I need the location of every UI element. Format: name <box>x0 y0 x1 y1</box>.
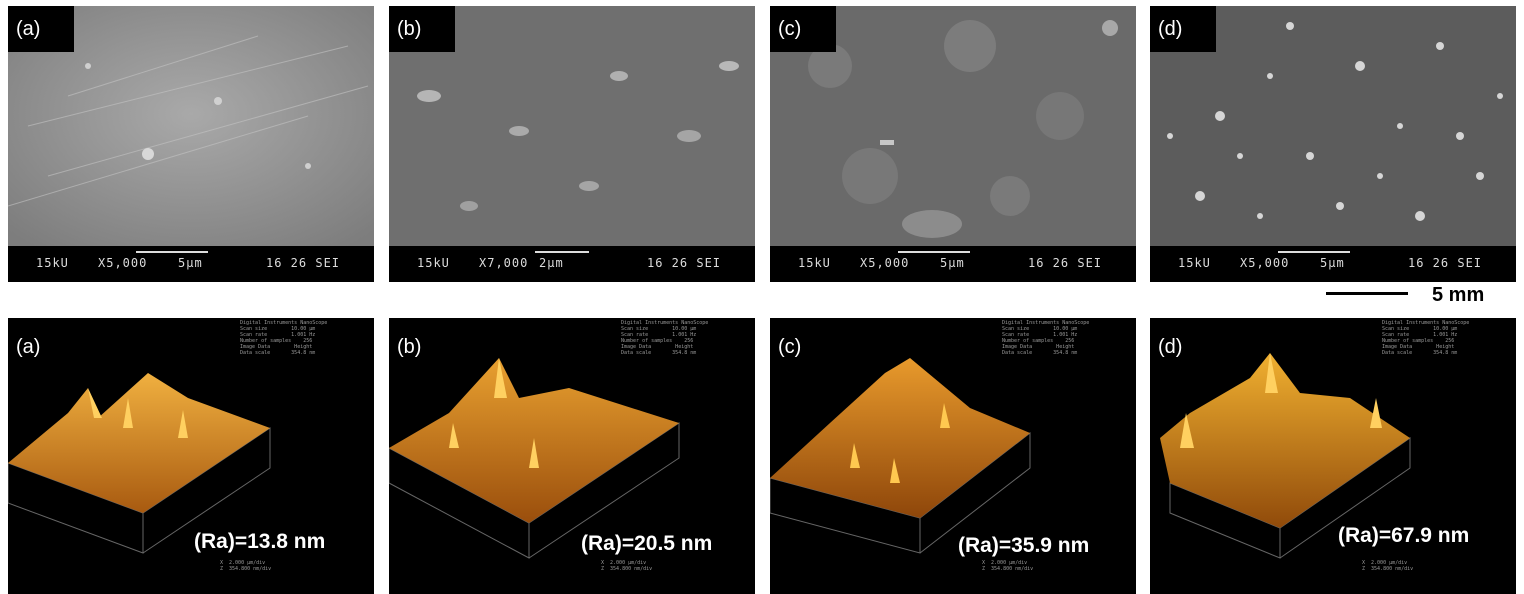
afm-scan-metadata: Digital Instruments NanoScope Scan size … <box>621 320 709 356</box>
afm-panel-d: (d) Digital Instruments NanoScope Scan s… <box>1150 318 1516 594</box>
afm-axis-scale: X 2.000 µm/div Z 354.800 nm/div <box>601 560 653 572</box>
afm-panel-label: (b) <box>389 324 455 370</box>
roughness-value: (Ra)=67.9 nm <box>1338 524 1470 547</box>
afm-scan-metadata: Digital Instruments NanoScope Scan size … <box>1382 320 1470 356</box>
sem-scale-label: 5µm <box>178 256 203 270</box>
sem-voltage: 15kU <box>417 256 450 270</box>
afm-panel-label: (d) <box>1150 324 1216 370</box>
sem-scale-line <box>136 251 208 253</box>
sem-panel-label: (d) <box>1150 6 1216 52</box>
sem-image-id: 16 26 SEI <box>1408 256 1483 270</box>
sem-scale-label: 5µm <box>1320 256 1345 270</box>
afm-axis-scale: X 2.000 µm/div Z 354.800 nm/div <box>982 560 1034 572</box>
scale-bar-line <box>1326 292 1408 295</box>
sem-scale-line <box>535 251 589 253</box>
afm-scan-metadata: Digital Instruments NanoScope Scan size … <box>1002 320 1090 356</box>
sem-scale-line <box>898 251 970 253</box>
afm-panel-label: (c) <box>770 324 836 370</box>
sem-panel-a: (a) 15kU X5,000 5µm 16 26 SEI <box>8 6 374 282</box>
sem-panel-label: (a) <box>8 6 74 52</box>
sem-image-id: 16 26 SEI <box>266 256 341 270</box>
sem-voltage: 15kU <box>1178 256 1211 270</box>
sem-image-id: 16 26 SEI <box>1028 256 1103 270</box>
sem-magnification: X5,000 <box>860 256 910 270</box>
sem-scale-line <box>1278 251 1350 253</box>
afm-panel-c: (c) Digital Instruments NanoScope Scan s… <box>770 318 1136 594</box>
sem-info-bar: 15kU X5,000 5µm 16 26 SEI <box>770 246 1136 282</box>
afm-3d-surface-c <box>770 358 1031 554</box>
sem-magnification: X5,000 <box>1240 256 1290 270</box>
sem-info-bar: 15kU X5,000 5µm 16 26 SEI <box>8 246 374 282</box>
sem-image-id: 16 26 SEI <box>647 256 722 270</box>
afm-3d-surface-b <box>389 358 680 559</box>
sem-panel-d: (d) 15kU X5,000 5µm 16 26 SEI <box>1150 6 1516 282</box>
sem-magnification: X5,000 <box>98 256 148 270</box>
roughness-value: (Ra)=20.5 nm <box>581 532 713 555</box>
sem-magnification: X7,000 <box>479 256 529 270</box>
figure-scale-bar: 5 mm <box>1326 284 1516 308</box>
sem-micrograph-c <box>770 6 1136 246</box>
afm-axis-scale: X 2.000 µm/div Z 354.800 nm/div <box>1362 560 1414 572</box>
sem-info-bar: 15kU X5,000 5µm 16 26 SEI <box>1150 246 1516 282</box>
scale-bar-label: 5 mm <box>1432 284 1485 306</box>
sem-info-bar: 15kU X7,000 2µm 16 26 SEI <box>389 246 755 282</box>
sem-panel-b: (b) 15kU X7,000 2µm 16 26 SEI <box>389 6 755 282</box>
sem-panel-label: (b) <box>389 6 455 52</box>
afm-3d-surface-a <box>8 373 271 554</box>
sem-voltage: 15kU <box>798 256 831 270</box>
afm-3d-surface-d <box>1160 353 1411 559</box>
roughness-value: (Ra)=35.9 nm <box>958 534 1090 557</box>
sem-voltage: 15kU <box>36 256 69 270</box>
roughness-value: (Ra)=13.8 nm <box>194 530 326 553</box>
afm-panel-label: (a) <box>8 324 74 370</box>
sem-panel-label: (c) <box>770 6 836 52</box>
afm-panel-b: (b) Digital Instruments NanoScope Scan s… <box>389 318 755 594</box>
afm-panel-a: (a) Digital Instruments NanoScope Scan s… <box>8 318 374 594</box>
afm-axis-scale: X 2.000 µm/div Z 354.800 nm/div <box>220 560 272 572</box>
afm-scan-metadata: Digital Instruments NanoScope Scan size … <box>240 320 328 356</box>
sem-scale-label: 5µm <box>940 256 965 270</box>
sem-panel-c: (c) 15kU X5,000 5µm 16 26 SEI <box>770 6 1136 282</box>
sem-scale-label: 2µm <box>539 256 564 270</box>
